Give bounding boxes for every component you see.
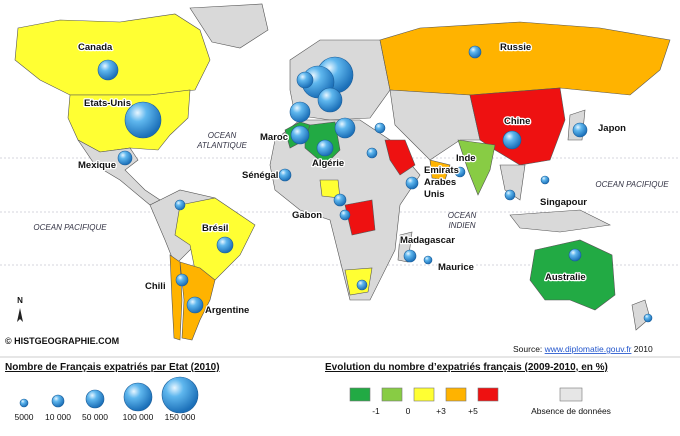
country-label: Inde (456, 153, 476, 164)
legend-bubbles (19, 376, 199, 414)
legend-title: Nombre de Français expatriés par Etat (2… (5, 362, 220, 373)
country-label: Unis (424, 189, 445, 200)
country-label: Chine (504, 116, 530, 127)
size-label: 50 000 (82, 412, 108, 422)
country-label: Sénégal (242, 170, 278, 181)
size-label: 5000 (15, 412, 34, 422)
australia (529, 239, 616, 311)
country-label: Maurice (438, 262, 474, 273)
ocean-label: OCEAN (448, 211, 477, 220)
country-label: Russie (500, 42, 531, 53)
greenland (189, 3, 269, 49)
map: Canada Russie Etats-Unis Maroc Chine Jap… (0, 3, 680, 354)
ocean-label: OCEAN PACIFIQUE (33, 223, 107, 232)
credit: © HISTGEOGRAPHIE.COM (5, 336, 119, 346)
country-label: Etats-Unis (84, 98, 131, 109)
arabia (429, 159, 451, 181)
legend-title: Evolution du nombre d’expatriés français… (325, 362, 608, 373)
north-arrow (17, 308, 23, 322)
size-label: 100 000 (123, 412, 154, 422)
country-label: Chili (145, 281, 166, 292)
country-label: Japon (598, 123, 626, 134)
se-asia (499, 164, 526, 201)
ocean-label: OCEAN (208, 131, 237, 140)
canada (14, 13, 211, 96)
country-label: Mexique (78, 160, 116, 171)
north-label: N (17, 296, 23, 305)
source-link[interactable]: www.diplomatie.gouv.fr (544, 344, 632, 354)
change-label: 0 (406, 406, 411, 416)
size-label: 10 000 (45, 412, 71, 422)
russia (379, 21, 671, 96)
source-suffix: 2010 (631, 344, 653, 354)
congo (344, 199, 376, 236)
country-label: Singapour (540, 197, 587, 208)
country-label: Emirats (424, 165, 459, 176)
change-label: -1 (372, 406, 380, 416)
country-label: Australie (545, 272, 586, 283)
change-label: +3 (436, 406, 446, 416)
color-scale (349, 387, 583, 402)
indonesia (509, 209, 611, 233)
size-label: 150 000 (165, 412, 196, 422)
ocean-label: INDIEN (448, 221, 475, 230)
ocean-label: OCEAN PACIFIQUE (595, 180, 669, 189)
legend: Nombre de Français expatriés par Etat (2… (5, 362, 611, 422)
ocean-label: ATLANTIQUE (196, 141, 247, 150)
india (457, 139, 496, 196)
sudan (384, 139, 416, 176)
country-label: Argentine (205, 305, 249, 316)
mexico (77, 139, 161, 206)
country-label: Algérie (312, 158, 344, 169)
country-label: Maroc (260, 132, 288, 143)
country-label: Arabes (424, 177, 456, 188)
source-prefix: Source: (513, 344, 545, 354)
source: Source: www.diplomatie.gouv.fr 2010 (513, 344, 653, 354)
country-label: Madagascar (400, 235, 455, 246)
country-label: Brésil (202, 223, 228, 234)
change-label: +5 (468, 406, 478, 416)
country-label: Canada (78, 42, 113, 53)
country-label: Gabon (292, 210, 322, 221)
bubbles (97, 45, 653, 323)
no-data-label: Absence de données (531, 406, 611, 416)
